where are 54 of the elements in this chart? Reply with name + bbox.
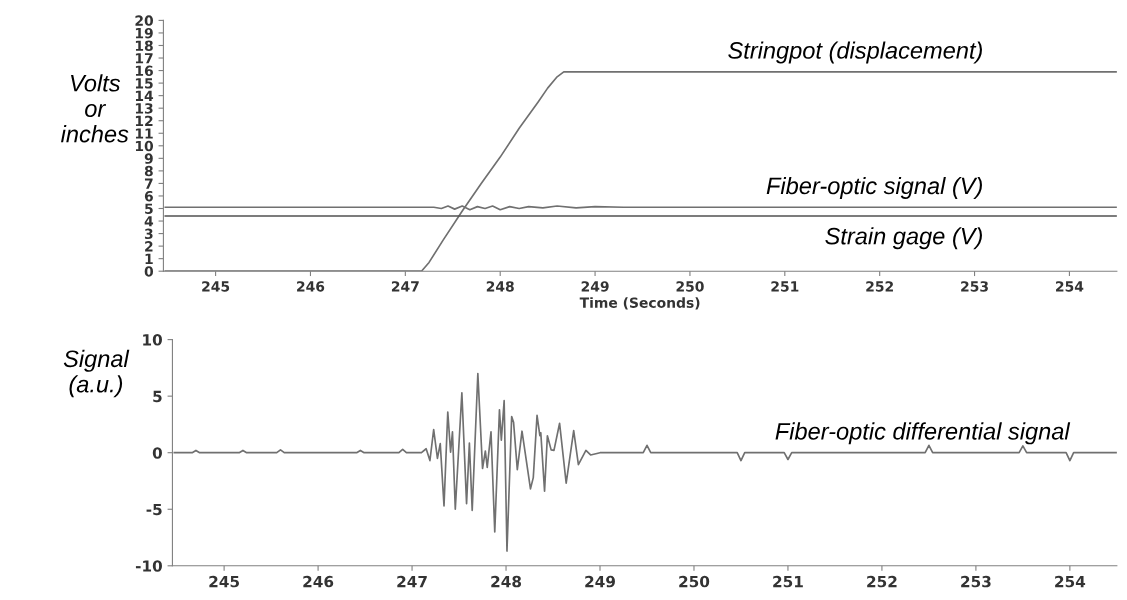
x-tick-label: 245 — [202, 281, 230, 292]
line-series — [173, 372, 1117, 552]
x-tick-label: 253 — [961, 575, 991, 588]
y-tick-label: 3 — [144, 228, 153, 240]
y-tick-label: 19 — [135, 27, 153, 39]
y-tick-label: 5 — [153, 390, 162, 403]
series-label: Fiber-optic differential signal — [775, 422, 1071, 445]
y-tick-label: 18 — [135, 40, 153, 51]
x-tick-label: 252 — [867, 575, 897, 588]
series-label: Strain gage (V) — [825, 227, 982, 250]
y-tick-label: 10 — [143, 334, 162, 346]
y-tick-label: -5 — [146, 503, 162, 516]
y-tick-label: 13 — [135, 103, 153, 114]
x-tick-label: 248 — [486, 281, 514, 292]
x-tick-label: 246 — [303, 575, 334, 588]
y-axis-title: Volts or inches — [61, 74, 129, 143]
x-tick-label: 248 — [491, 575, 522, 588]
x-tick-label: 247 — [391, 281, 419, 292]
x-tick-label: 249 — [585, 575, 615, 588]
x-tick-label: 253 — [961, 281, 988, 292]
y-tick-label: 16 — [135, 65, 153, 77]
x-tick-label: 254 — [1055, 575, 1086, 588]
y-tick-label: 20 — [135, 15, 154, 26]
y-tick-label: 2 — [145, 241, 153, 252]
y-tick-label: 0 — [144, 266, 154, 277]
y-tick-label: 0 — [152, 447, 162, 459]
series-label: Fiber-optic signal (V) — [766, 176, 982, 199]
y-tick-label: 6 — [144, 190, 153, 202]
x-tick-label: 252 — [866, 281, 893, 292]
y-tick-label: 14 — [135, 90, 154, 101]
x-tick-label: 249 — [581, 281, 609, 292]
y-tick-label: 10 — [135, 140, 154, 152]
y-tick-label: 12 — [135, 115, 153, 126]
x-axis-title: Time (Seconds) — [579, 297, 700, 310]
y-tick-label: 11 — [135, 128, 153, 139]
series-label: Stringpot (displacement) — [728, 41, 982, 64]
x-tick-label: 247 — [397, 575, 427, 588]
x-tick-label: 250 — [676, 281, 704, 292]
y-tick-label: 15 — [135, 78, 153, 89]
x-tick-label: 245 — [209, 575, 239, 588]
y-tick-label: 4 — [144, 216, 154, 227]
x-tick-label: 246 — [297, 281, 325, 292]
y-tick-label: 5 — [145, 203, 153, 214]
y-tick-label: -10 — [135, 560, 162, 572]
y-tick-label: 8 — [144, 165, 153, 177]
x-tick-label: 254 — [1056, 281, 1084, 292]
x-tick-label: 250 — [679, 575, 710, 588]
y-tick-label: 7 — [144, 178, 153, 189]
x-tick-label: 251 — [773, 575, 803, 588]
y-axis-title: Signal (a.u.) — [63, 349, 130, 398]
y-tick-label: 1 — [145, 253, 153, 264]
y-tick-label: 17 — [135, 53, 153, 64]
y-tick-label: 9 — [144, 153, 153, 164]
x-tick-label: 251 — [771, 281, 799, 292]
